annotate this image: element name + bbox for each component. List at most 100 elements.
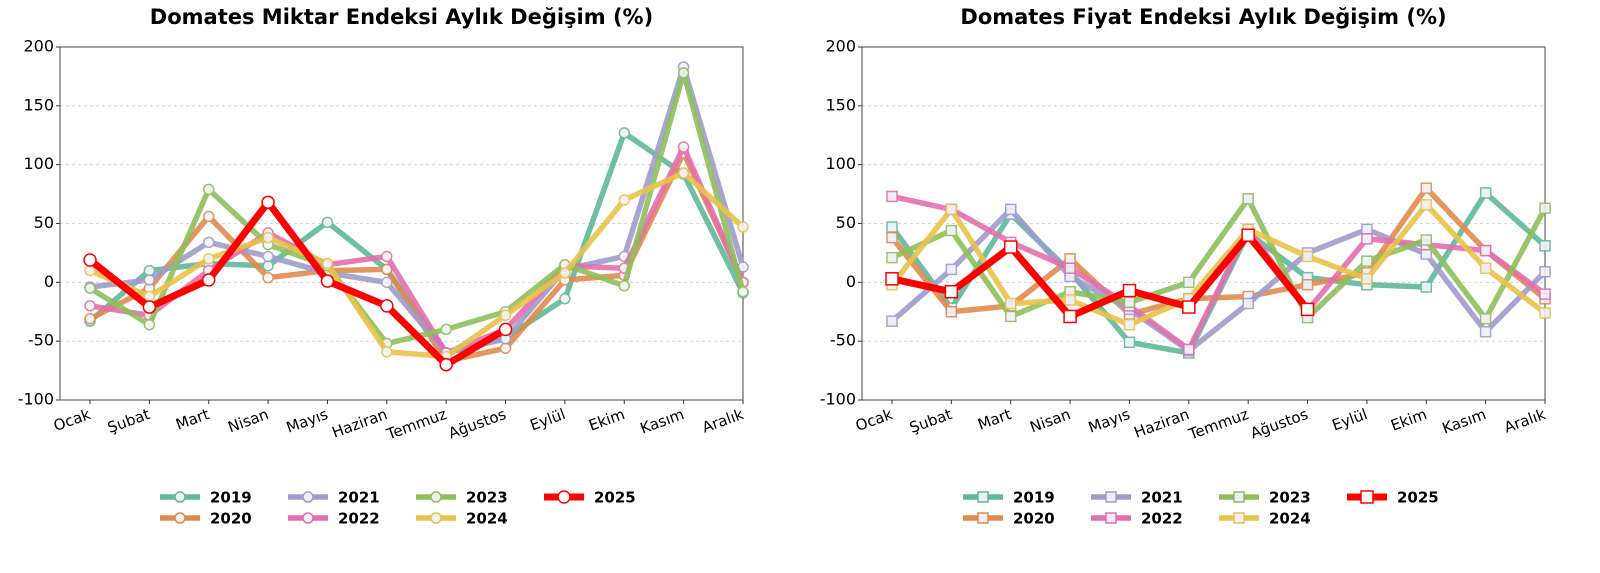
legend-label: 2020: [1013, 510, 1055, 528]
marker: [1361, 273, 1373, 285]
marker: [381, 276, 393, 289]
y-tick-label: 200: [825, 37, 856, 56]
marker: [202, 183, 215, 196]
marker: [1123, 336, 1136, 349]
legend-marker: [977, 491, 989, 503]
marker: [1420, 281, 1433, 293]
marker: [381, 346, 393, 358]
marker: [143, 264, 156, 277]
legend-label: 2021: [338, 489, 380, 507]
x-tick-label: Mayıs: [1086, 405, 1133, 437]
marker: [83, 253, 97, 267]
marker: [886, 315, 898, 327]
marker: [262, 250, 274, 263]
legend-label: 2019: [1013, 489, 1055, 507]
y-tick-label: -100: [820, 390, 856, 409]
legend-label: 2025: [1397, 489, 1439, 507]
marker: [1064, 294, 1076, 306]
marker: [201, 273, 216, 287]
marker: [1361, 255, 1373, 267]
marker: [1420, 248, 1433, 260]
marker: [1361, 233, 1373, 245]
marker: [321, 257, 334, 270]
y-tick-label: 100: [825, 154, 856, 173]
marker: [1420, 182, 1433, 194]
legend-marker: [302, 512, 314, 524]
x-tick-label: Aralık: [700, 405, 747, 437]
marker: [143, 274, 156, 286]
legend-label: 2022: [338, 510, 380, 528]
y-tick-label: 0: [44, 272, 54, 291]
legend-label: 2021: [1141, 489, 1183, 507]
x-tick-label: Şubat: [105, 405, 152, 437]
legend-marker: [174, 512, 186, 524]
line: [891, 193, 1547, 353]
marker: [618, 280, 631, 292]
marker: [499, 342, 512, 354]
marker: [1064, 262, 1076, 274]
legend-marker: [174, 491, 186, 503]
marker: [261, 195, 275, 210]
marker: [498, 322, 513, 337]
x-tick-label: Nisan: [225, 405, 271, 436]
x-tick-label: Mart: [975, 405, 1013, 434]
marker: [618, 127, 631, 139]
y-tick-label: 150: [825, 95, 856, 114]
x-tick-label: Ekim: [586, 405, 627, 435]
legend-marker: [557, 490, 571, 504]
marker: [380, 299, 394, 313]
x-tick-label: Temmuz: [383, 405, 449, 444]
x-tick-label: Mart: [173, 405, 211, 434]
series: [84, 61, 749, 359]
x-tick-label: Mayıs: [284, 405, 331, 437]
legend-marker: [430, 491, 442, 503]
x-tick-label: Ağustos: [1248, 405, 1311, 442]
marker: [677, 67, 690, 79]
marker: [1539, 202, 1551, 214]
legend-label: 2023: [1269, 489, 1311, 507]
marker: [1479, 244, 1492, 257]
legend-marker: [1233, 491, 1245, 503]
marker: [1301, 278, 1314, 291]
marker: [1004, 203, 1017, 216]
legend-label: 2022: [1141, 510, 1183, 528]
marker: [1183, 343, 1195, 356]
marker: [1361, 223, 1373, 236]
x-tick-label: Ekim: [1388, 405, 1429, 435]
marker: [202, 236, 215, 249]
marker: [1420, 234, 1433, 246]
legend-label: 2019: [210, 489, 252, 507]
marker: [1242, 193, 1254, 205]
marker: [945, 263, 958, 276]
marker: [84, 282, 96, 294]
marker: [618, 194, 631, 206]
y-tick-label: 50: [836, 213, 856, 232]
marker: [1004, 297, 1017, 310]
marker: [1539, 288, 1551, 300]
marker: [886, 221, 898, 233]
chart-title: Domates Fiyat Endeksi Aylık Değişim (%): [960, 5, 1446, 29]
legend-label: 2024: [1269, 510, 1311, 528]
marker: [1063, 309, 1077, 324]
marker: [1004, 310, 1017, 323]
y-tick-label: -50: [28, 331, 54, 350]
marker: [886, 190, 898, 203]
marker: [677, 167, 690, 179]
x-tick-label: Eylül: [1330, 405, 1370, 434]
marker: [202, 210, 215, 223]
marker: [84, 313, 96, 325]
x-tick-label: Haziran: [330, 405, 390, 442]
marker: [885, 272, 899, 286]
marker: [1122, 283, 1137, 298]
marker: [1003, 240, 1018, 254]
marker: [677, 141, 690, 153]
marker: [1241, 228, 1255, 243]
x-tick-label: Nisan: [1027, 405, 1073, 436]
legend-label: 2020: [210, 510, 252, 528]
marker: [321, 216, 334, 229]
marker: [737, 221, 749, 233]
marker: [262, 231, 274, 244]
x-tick-label: Kasım: [1440, 405, 1489, 437]
marker: [737, 285, 749, 298]
